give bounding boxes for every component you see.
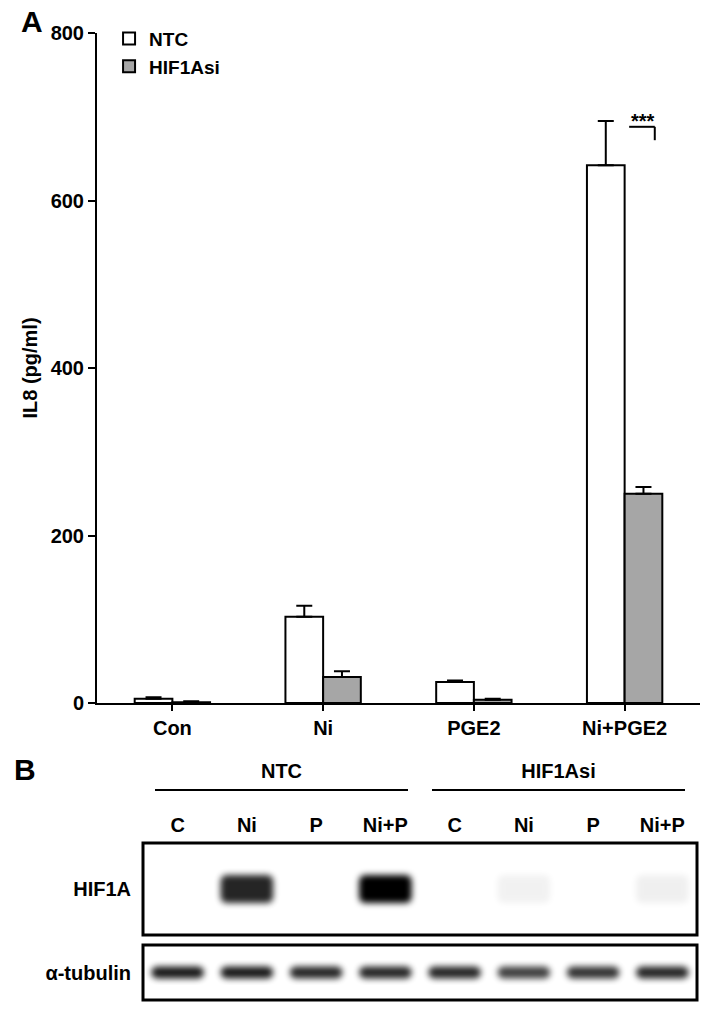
- svg-text:***: ***: [631, 110, 655, 132]
- svg-text:HIF1A: HIF1A: [73, 878, 131, 900]
- svg-text:P: P: [309, 814, 322, 836]
- svg-text:Ni+P: Ni+P: [363, 814, 408, 836]
- svg-text:800: 800: [51, 22, 84, 44]
- svg-text:Con: Con: [153, 717, 192, 739]
- svg-text:200: 200: [51, 525, 84, 547]
- svg-text:PGE2: PGE2: [447, 717, 500, 739]
- svg-text:HIF1Asi: HIF1Asi: [521, 760, 595, 782]
- svg-text:400: 400: [51, 357, 84, 379]
- svg-text:B: B: [14, 753, 36, 786]
- svg-text:C: C: [170, 814, 184, 836]
- svg-text:NTC: NTC: [261, 760, 302, 782]
- svg-text:0: 0: [73, 692, 84, 714]
- svg-text:α-tubulin: α-tubulin: [45, 962, 131, 984]
- svg-text:Ni: Ni: [313, 717, 333, 739]
- svg-text:C: C: [447, 814, 461, 836]
- svg-text:IL8 (pg/ml): IL8 (pg/ml): [19, 317, 41, 418]
- svg-text:A: A: [21, 5, 43, 38]
- svg-text:600: 600: [51, 190, 84, 212]
- svg-text:Ni+P: Ni+P: [640, 814, 685, 836]
- svg-text:Ni+PGE2: Ni+PGE2: [582, 717, 667, 739]
- svg-text:P: P: [586, 814, 599, 836]
- svg-text:NTC: NTC: [149, 29, 188, 50]
- svg-text:Ni: Ni: [237, 814, 257, 836]
- svg-text:HIF1Asi: HIF1Asi: [149, 57, 220, 78]
- svg-text:Ni: Ni: [514, 814, 534, 836]
